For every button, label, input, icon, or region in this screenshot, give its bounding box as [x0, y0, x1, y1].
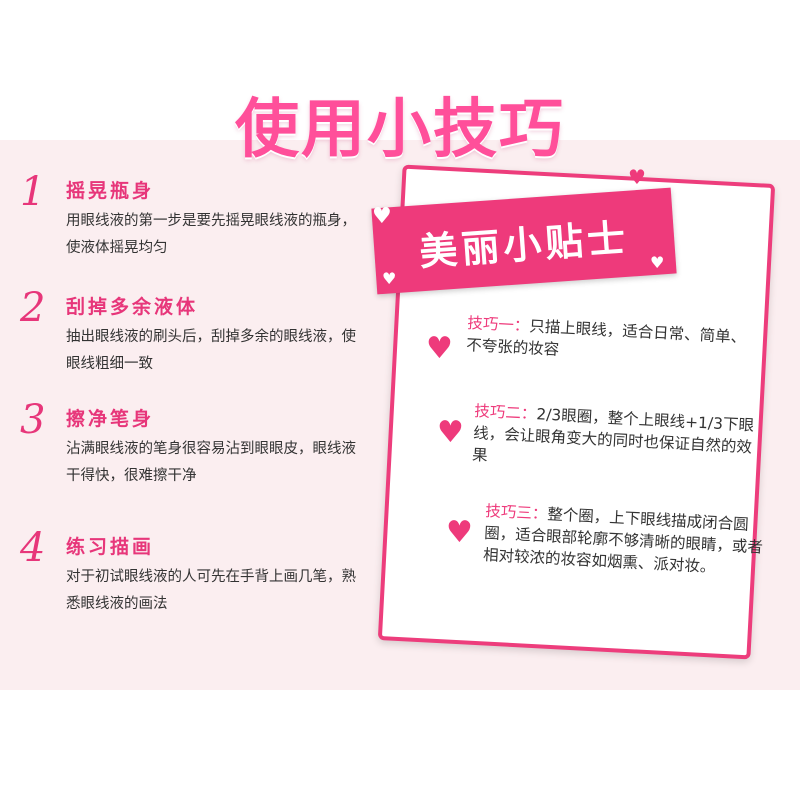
step-title: 练习描画 — [66, 536, 155, 558]
step-number: 2 — [20, 285, 46, 331]
heart-icon: ♥ — [382, 269, 397, 288]
step-description: 抽出眼线液的刷头后，刮掉多余的眼线液，使眼线粗细一致 — [66, 329, 356, 372]
step-title: 擦净笔身 — [66, 408, 155, 430]
step-number: 3 — [20, 397, 46, 443]
heart-icon: ♥ — [446, 515, 473, 550]
step-title: 摇晃瓶身 — [66, 180, 155, 202]
heart-icon: ♥ — [628, 165, 646, 189]
tip-label: 技巧二： — [473, 401, 537, 424]
step-number: 4 — [20, 525, 46, 571]
heart-icon: ♥ — [437, 415, 464, 450]
heart-icon: ♥ — [650, 253, 665, 272]
step-title: 刮掉多余液体 — [66, 296, 199, 318]
step-description: 用眼线液的第一步是要先摇晃眼线液的瓶身，使液体摇晃均匀 — [66, 213, 356, 256]
step-description: 沾满眼线液的笔身很容易沾到眼眼皮，眼线液干得快，很难擦干净 — [66, 441, 356, 484]
tip-label: 技巧三： — [484, 501, 548, 524]
heart-icon: ♥ — [372, 204, 392, 229]
step-description: 对于初试眼线液的人可先在手背上画几笔，熟悉眼线液的画法 — [66, 569, 356, 612]
heart-icon: ♥ — [426, 331, 453, 366]
tip-label: 技巧一： — [466, 313, 530, 336]
page-title: 使用小技巧 — [235, 93, 565, 167]
step-number: 1 — [20, 169, 46, 215]
